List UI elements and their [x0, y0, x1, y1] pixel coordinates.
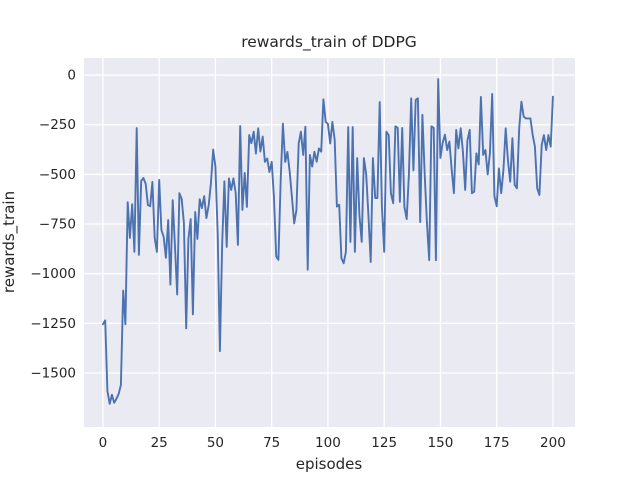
x-tick-label: 175: [484, 435, 510, 451]
y-tick-label: −250: [39, 117, 76, 133]
x-tick-label: 50: [207, 435, 224, 451]
x-tick-label: 25: [151, 435, 168, 451]
y-tick-label: −1000: [30, 266, 76, 282]
x-axis-label: episodes: [296, 455, 363, 473]
y-tick-label: −750: [39, 217, 76, 233]
y-tick-label: −1250: [30, 316, 76, 332]
x-tick-label: 0: [99, 435, 108, 451]
chart-title: rewards_train of DDPG: [241, 33, 417, 52]
x-tick-labels: 0 25 50 75 100 125 150 175 200: [99, 435, 566, 451]
y-tick-labels: 0 −250 −500 −750 −1000 −1250 −1500: [30, 68, 76, 382]
x-tick-label: 75: [263, 435, 280, 451]
x-tick-label: 100: [315, 435, 341, 451]
y-axis-label: rewards_train: [0, 191, 19, 293]
rewards-train-line: [101, 78, 554, 405]
y-tick-label: −500: [39, 167, 76, 183]
x-tick-label: 150: [428, 435, 454, 451]
x-tick-label: 125: [371, 435, 397, 451]
y-tick-label: 0: [67, 68, 76, 84]
x-tick-label: 200: [540, 435, 566, 451]
y-tick-label: −1500: [30, 365, 76, 381]
grid-lines: [84, 58, 575, 427]
